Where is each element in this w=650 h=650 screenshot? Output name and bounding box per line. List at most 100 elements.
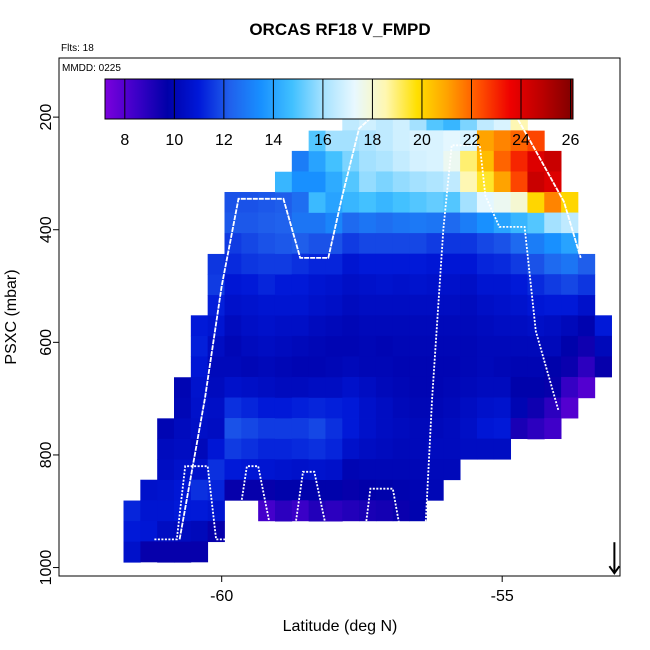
colorbar-tick-label: 18 [364,132,382,149]
heatmap-cell [274,336,293,358]
heatmap-cell [157,500,175,522]
heatmap-cell [544,192,562,213]
heatmap-cell [207,397,225,419]
heatmap-cell [308,212,326,234]
heatmap-cell [493,253,512,275]
heatmap-cell [123,521,141,543]
heatmap-cell [325,315,343,337]
heatmap-cell [207,418,225,440]
heatmap-cell [140,520,158,542]
heatmap-cell [258,500,276,522]
heatmap-cell [359,171,377,193]
heatmap-cell [493,397,512,419]
heatmap-cell [274,397,293,419]
heatmap-cell [544,253,562,275]
heatmap-cell [342,438,360,460]
heatmap-cell [561,233,579,255]
colorbar-tick-label: 10 [165,132,183,149]
heatmap-cell [190,459,209,481]
heatmap-cell [325,192,343,214]
y-axis-label: PSXC (mbar) [3,269,20,364]
colorbar-tick-label: 12 [215,132,233,149]
heatmap-cell [493,171,512,193]
heatmap-cell [375,459,394,481]
heatmap-cell [375,294,394,316]
heatmap-cell [392,130,411,152]
colorbar: 8 10 12 14 16 18 20 22 24 26 [104,78,580,149]
heatmap-cell [460,150,478,172]
heatmap-cell [359,150,377,172]
heatmap-cell [308,192,326,214]
heatmap-cell [241,294,259,316]
heatmap-cell [460,212,478,234]
heatmap-cell [426,274,444,296]
heatmap-cell [409,376,427,398]
heatmap-cell [308,459,326,481]
heatmap-cell [426,479,444,501]
heatmap-cell [460,294,478,316]
heatmap-cell [274,459,293,481]
chart-title: ORCAS RF18 V_FMPD [249,20,430,39]
heatmap-cell [561,335,579,357]
heatmap-cell [157,459,175,481]
heatmap-cell [426,459,444,481]
heatmap-cell [241,253,259,275]
heatmap-cell [392,376,411,398]
heatmap-cell [493,356,512,378]
heatmap-cell [325,356,343,378]
heatmap-cell [258,459,276,481]
heatmap-cell [207,480,225,501]
heatmap-cell [561,315,579,337]
heatmap-cell [375,212,394,234]
heatmap-cell [258,479,276,501]
heatmap-cell [392,500,411,522]
heatmap-cell [241,335,259,357]
heatmap-cell [174,541,192,563]
colorbar-gradient [104,78,574,120]
heatmap-cell [291,192,310,213]
heatmap-cell [443,315,461,337]
heatmap-cell [291,294,310,316]
heatmap-cell [291,315,310,337]
colorbar-tick-label: 14 [264,132,282,149]
heatmap-cell [157,418,175,440]
heatmap-cell [409,233,427,255]
heatmap-cell [409,274,427,296]
heatmap-cell [308,315,326,337]
heatmap-cell [426,397,444,419]
heatmap-cell [359,500,377,522]
colorbar-tick-label: 26 [562,132,580,149]
heatmap-cell [510,376,528,398]
heatmap-cell [359,253,377,275]
heatmap-cell [274,253,293,275]
heatmap-cell [190,376,209,398]
heatmap-cell [392,192,411,213]
heatmap-cell [493,130,512,152]
flight-track [154,105,582,564]
heatmap-cell [561,253,579,275]
heatmap-cell [207,253,225,275]
heatmap-cell [510,418,528,440]
heatmap-cell [140,479,158,501]
heatmap-cell [258,397,276,419]
heatmap-cell [510,253,528,275]
heatmap-cell [561,356,579,378]
heatmap-cell [577,315,596,337]
heatmap-cell [510,356,528,378]
heatmap-cell [527,171,545,193]
axes: -60 -55 200 400 600 800 1000 [38,104,514,605]
heatmap-cell [207,459,225,481]
heatmap-cell [325,480,343,501]
heatmap-cell [224,397,242,419]
heatmap-cell [443,171,461,193]
heatmap-cell [510,150,528,172]
heatmap-cell [224,253,242,275]
heatmap-cell [207,295,225,316]
heatmap-cell [207,336,225,358]
heatmap-cell [325,274,343,296]
heatmap-cell [308,171,326,193]
heatmap-cell [476,192,495,213]
heatmap-cell [460,376,478,398]
heatmap-cell [460,253,478,275]
heatmap-cell [460,356,478,378]
